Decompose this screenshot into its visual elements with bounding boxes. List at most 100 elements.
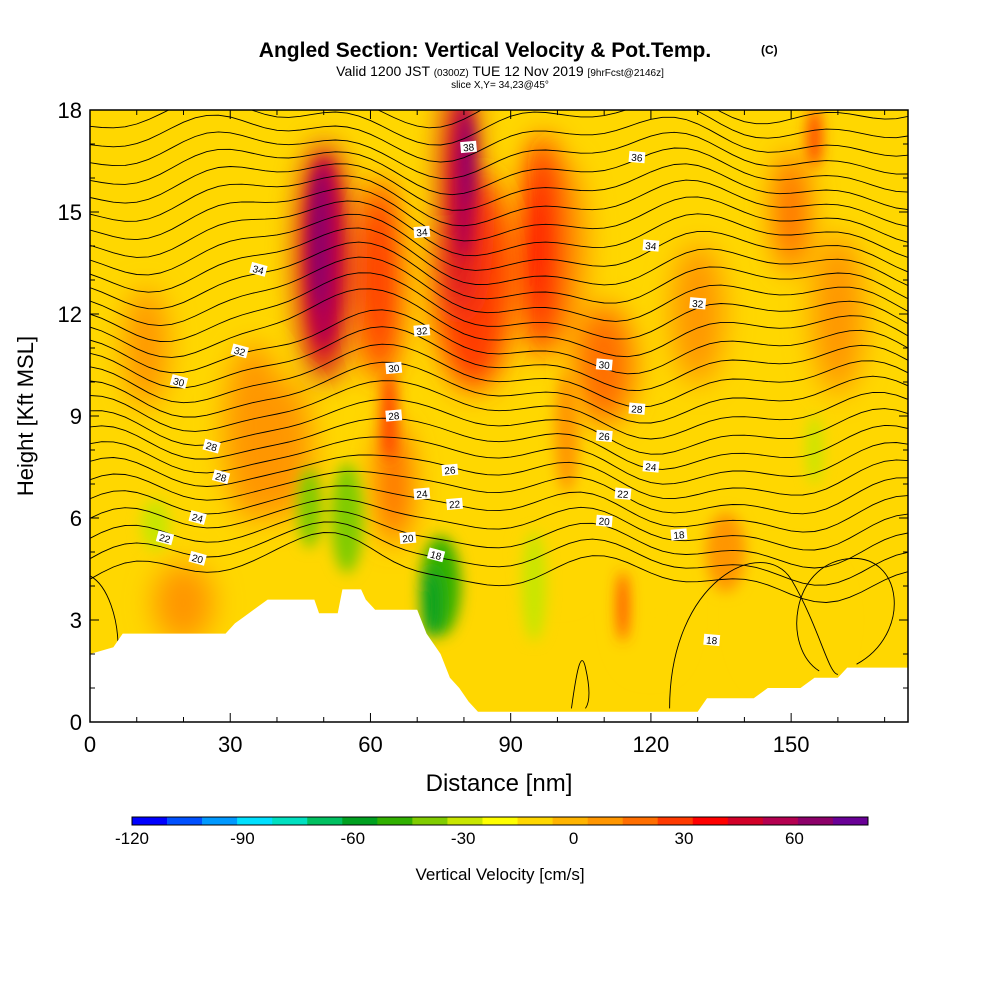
y-tick-label: 3 [70, 608, 82, 633]
x-axis-label: Distance [nm] [426, 770, 573, 797]
colorbar-swatch [132, 817, 168, 825]
contour-label: 18 [426, 547, 446, 563]
contour-label-text: 32 [416, 326, 428, 338]
contour-label: 24 [413, 487, 431, 501]
isentrope-line [90, 200, 908, 258]
colorbar-swatch [272, 817, 308, 825]
isentrope-lines [90, 110, 908, 709]
contour-label-text: 28 [631, 404, 643, 416]
x-tick-label: 120 [633, 732, 670, 757]
contour-label: 28 [211, 469, 231, 485]
colorbar-swatch [202, 817, 238, 825]
contour-label: 24 [642, 460, 660, 474]
isentrope-line [90, 380, 908, 440]
isentrope-line [90, 326, 908, 392]
contour-label-text: 28 [204, 441, 218, 455]
contour-label: 26 [441, 463, 459, 477]
contour-label: 34 [249, 261, 268, 278]
colorbar-swatch [307, 817, 343, 825]
contour-label: 28 [628, 402, 646, 416]
colorbar-swatch [832, 817, 869, 825]
colorbar-tick-label: 60 [785, 829, 804, 848]
colorbar-swatch [762, 817, 799, 825]
isentrope-line [796, 558, 895, 672]
contour-label-text: 34 [645, 241, 657, 253]
contour-label: 22 [614, 487, 632, 501]
isentrope-line [90, 187, 908, 243]
contour-label-text: 18 [673, 530, 685, 542]
y-tick-label: 0 [70, 710, 82, 735]
colorbar-tick-label: 30 [675, 829, 694, 848]
contour-label: 30 [385, 361, 403, 375]
contour-label-text: 24 [416, 489, 428, 501]
contour-label: 32 [230, 343, 249, 360]
contour-label-text: 22 [449, 499, 461, 511]
chart-title-unit: (C) [761, 43, 778, 57]
terrain-mask [90, 589, 908, 722]
x-tick-label: 90 [498, 732, 522, 757]
colorbar-swatch [727, 817, 764, 825]
chart-title: Angled Section: Vertical Velocity & Pot.… [259, 39, 711, 62]
chart-title-block: Angled Section: Vertical Velocity & Pot.… [259, 39, 778, 91]
contour-label: 30 [595, 358, 613, 372]
isentrope-line [90, 114, 908, 163]
contour-label-text: 22 [158, 533, 172, 547]
isentrope-line [90, 147, 908, 196]
contour-label-text: 38 [463, 142, 475, 154]
isentrope-line [571, 660, 590, 709]
colorbar-swatch [692, 817, 729, 825]
x-tick-label: 150 [773, 732, 810, 757]
contour-label-text: 34 [416, 227, 428, 239]
contour-label: 30 [169, 374, 189, 390]
isentrope-line [90, 454, 908, 500]
contour-label-text: 32 [233, 346, 247, 360]
contour-label: 22 [446, 497, 464, 511]
isentrope-line [669, 562, 839, 709]
contour-label-text: 30 [172, 376, 186, 390]
slice-info: slice X,Y= 34,23@45° [451, 80, 549, 91]
isentrope-line [90, 510, 908, 569]
contour-label: 34 [413, 225, 431, 239]
colorbar-swatch [167, 817, 203, 825]
x-tick-label: 30 [218, 732, 242, 757]
isentrope-line [90, 131, 908, 179]
contour-label: 28 [202, 438, 221, 455]
colorbar-label: Vertical Velocity [cm/s] [415, 865, 584, 884]
plot-area: 38 36 34 34 34 32 32 32 30 30 30 28 28 28 28 26 26 24 24 24… [90, 110, 908, 722]
colorbar-swatch [587, 817, 623, 825]
contour-label-text: 24 [645, 462, 657, 474]
velocity-field [124, 110, 864, 680]
contour-label-text: 30 [598, 360, 610, 372]
colorbar [131, 816, 869, 826]
contour-label-text: 26 [444, 465, 456, 477]
contour-label-text: 20 [190, 553, 204, 567]
isentrope-line [90, 417, 908, 470]
isentrope-line [90, 241, 908, 310]
contour-label-text: 32 [692, 299, 704, 311]
contour-label-text: 34 [251, 264, 265, 278]
colorbar-swatch [797, 817, 834, 825]
isentrope-line [90, 361, 908, 424]
contour-label: 28 [385, 409, 403, 423]
isentrope-line [90, 532, 908, 603]
isentrope-line [90, 521, 908, 586]
contour-label: 20 [188, 550, 207, 567]
valid-prefix: Valid 1200 JST [336, 63, 430, 79]
colorbar-swatch [622, 817, 659, 825]
colorbar-swatch [342, 817, 378, 825]
y-tick-label: 12 [58, 302, 82, 327]
contour-label-text: 24 [190, 512, 204, 526]
contour-label: 20 [399, 531, 417, 545]
isentrope-line [90, 575, 119, 648]
contour-label: 34 [642, 239, 660, 253]
contour-label: 38 [460, 140, 478, 154]
contour-label: 36 [628, 150, 646, 165]
x-axis: 0 30 60 90 120 150 [84, 110, 886, 757]
colorbar-swatch [377, 817, 413, 825]
isentrope-line [90, 227, 908, 293]
colorbar-swatch [657, 817, 694, 825]
isentrope-line [90, 256, 908, 327]
colorbar-swatch [482, 817, 518, 825]
contour-label-text: 28 [388, 411, 400, 423]
